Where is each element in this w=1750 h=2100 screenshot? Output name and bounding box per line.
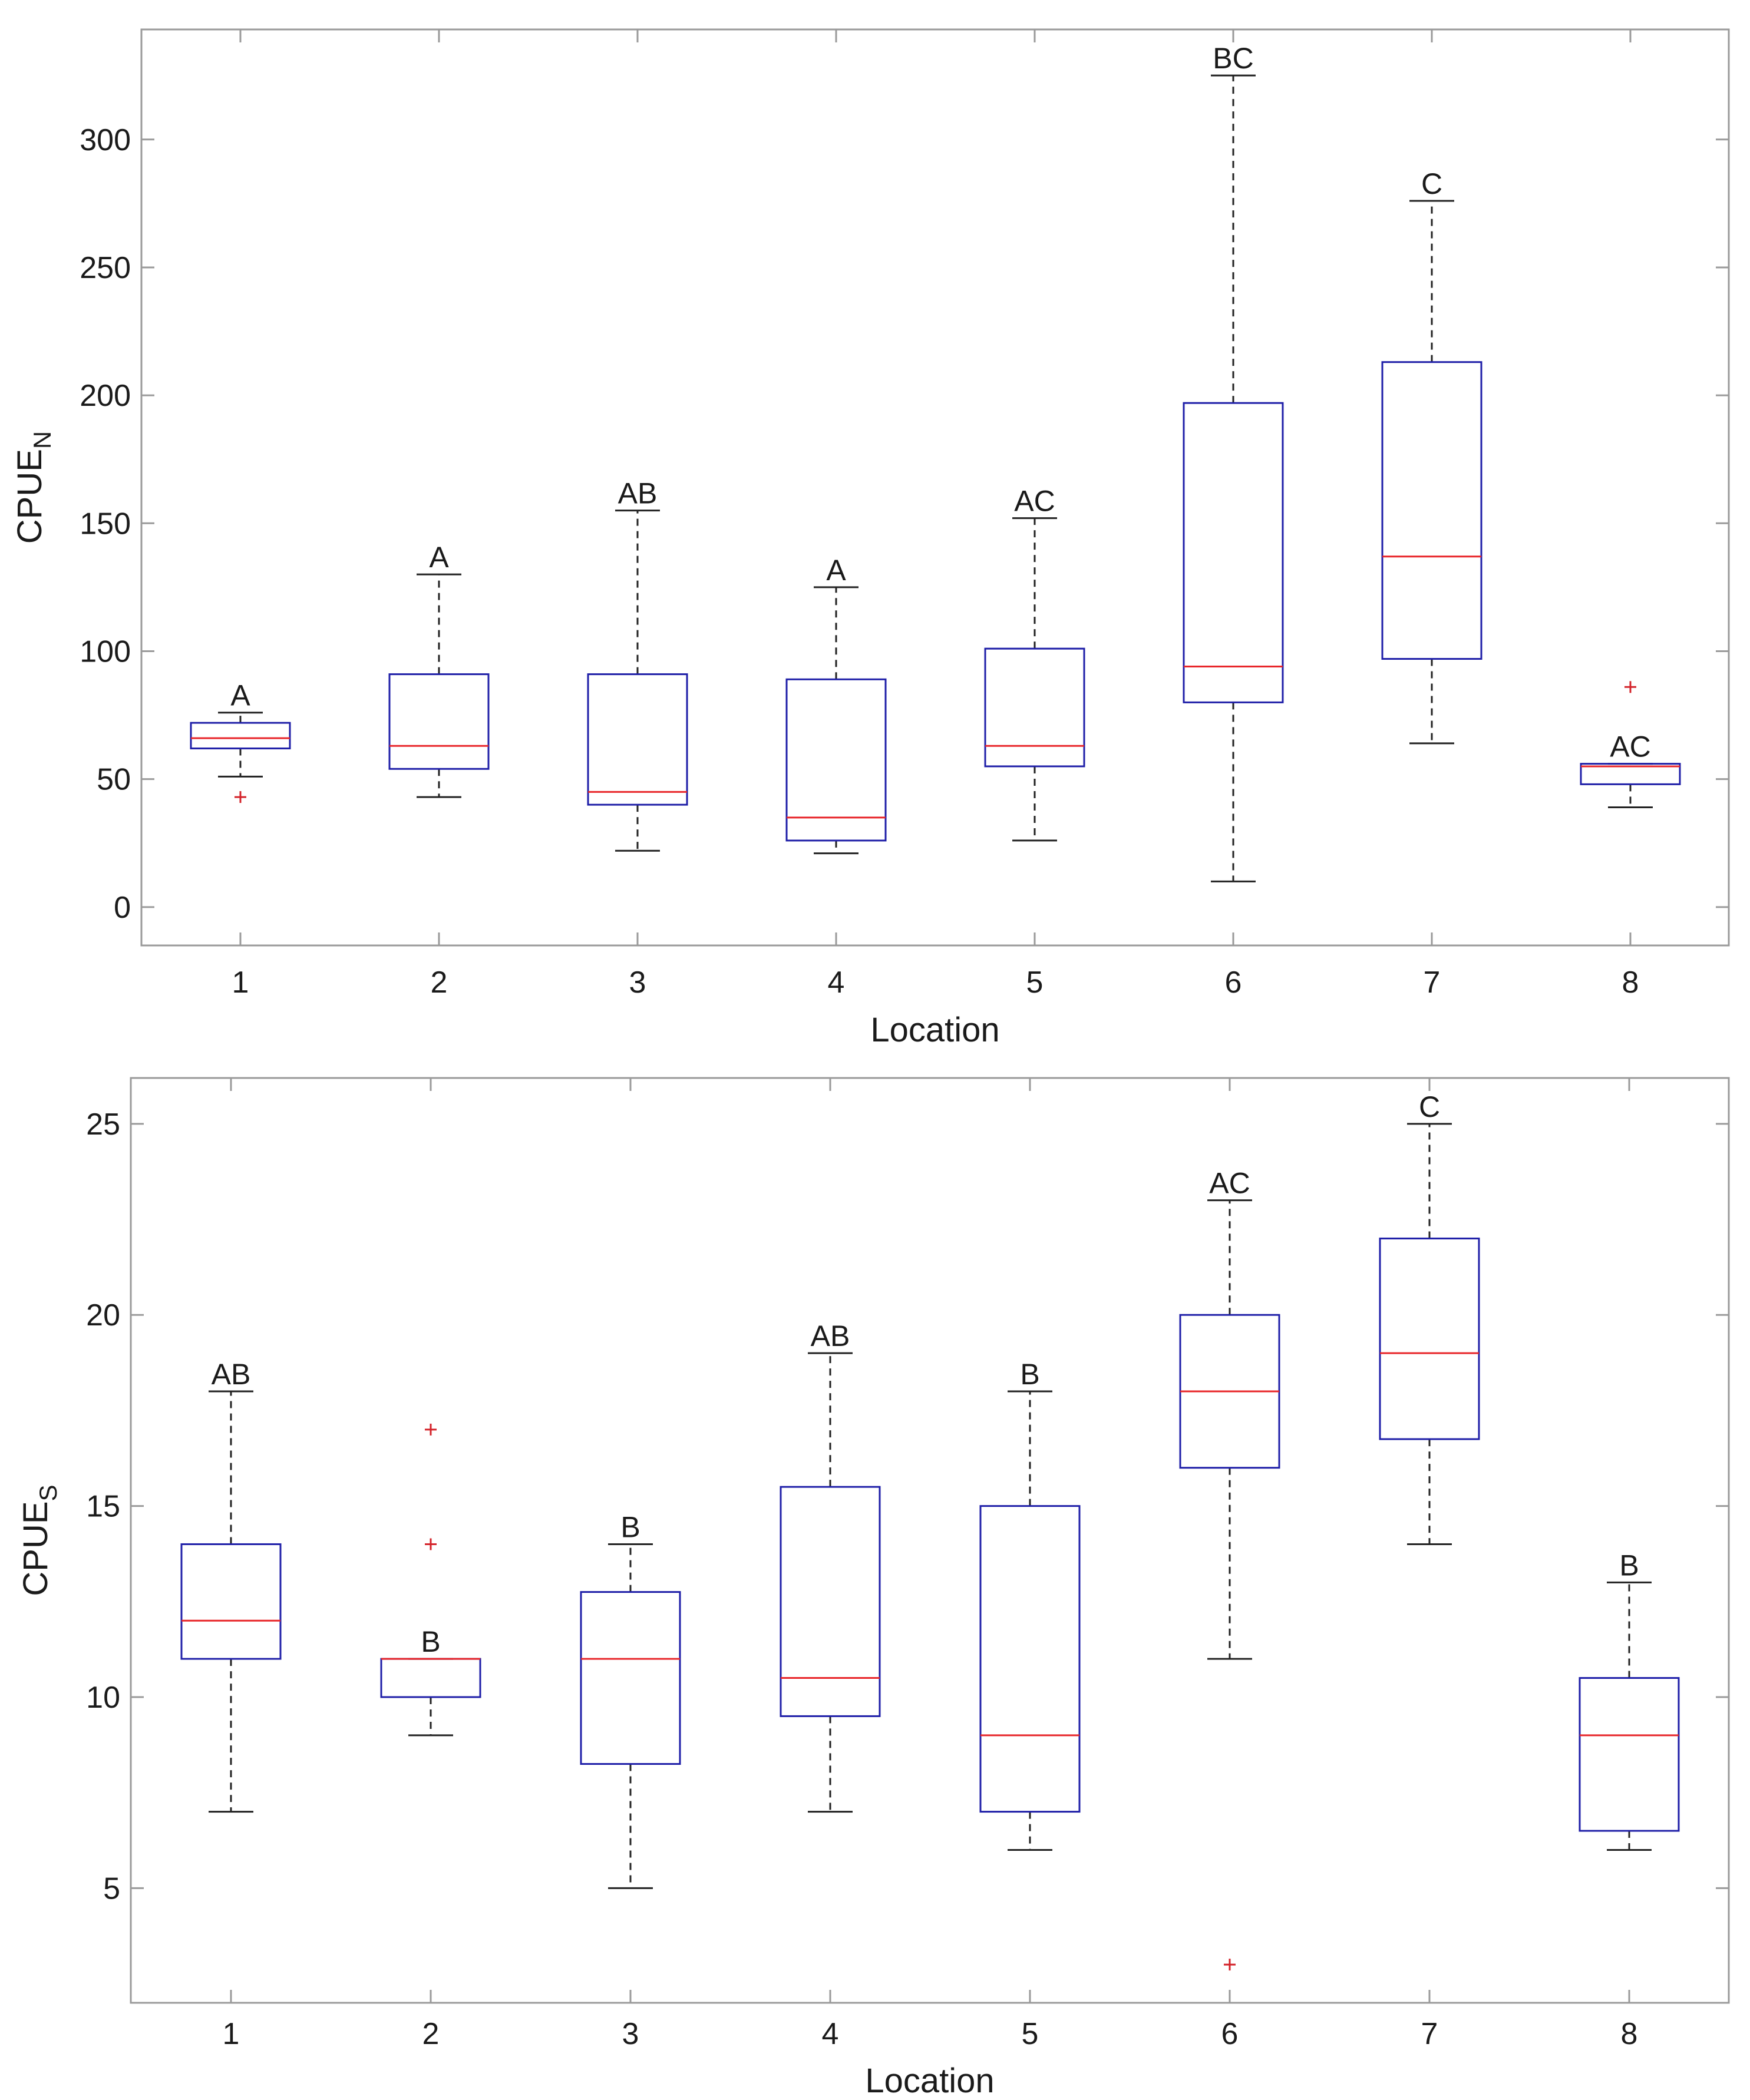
outlier-marker <box>1624 681 1636 693</box>
x-tick-label: 3 <box>629 965 646 1000</box>
y-tick-label: 20 <box>86 1298 120 1332</box>
y-tick-label: 15 <box>86 1490 120 1524</box>
box-location-6: AC <box>1179 1167 1280 1971</box>
iqr-box <box>580 1591 681 1765</box>
iqr-box <box>1381 361 1482 660</box>
significance-letter: C <box>1419 1090 1440 1123</box>
x-tick-label: 7 <box>1424 965 1441 1000</box>
iqr-box <box>380 1658 481 1698</box>
significance-letter: B <box>620 1510 640 1543</box>
box-location-5: AC <box>984 485 1085 842</box>
x-tick-label: 3 <box>622 2017 639 2051</box>
x-tick-label: 1 <box>232 965 249 1000</box>
significance-letter: B <box>1619 1549 1639 1582</box>
box-location-8: B <box>1579 1549 1680 1851</box>
y-tick-label: 200 <box>80 379 131 413</box>
significance-letter: AC <box>1610 730 1650 763</box>
box-location-6: BC <box>1183 42 1284 882</box>
significance-letter: AB <box>212 1358 251 1391</box>
x-axis-title: Location <box>870 1011 999 1049</box>
x-axis-title: Location <box>865 2062 994 2100</box>
y-axis-title-subscript: N <box>28 431 56 449</box>
iqr-box <box>780 1486 881 1717</box>
x-tick-label: 5 <box>1026 965 1044 1000</box>
iqr-box <box>190 722 291 750</box>
axes-frame <box>140 28 1730 947</box>
box-location-3: AB <box>587 477 688 852</box>
y-tick-label: 300 <box>80 123 131 157</box>
x-tick-label: 4 <box>828 965 845 1000</box>
y-tick-label: 50 <box>97 763 131 797</box>
y-tick-label: 0 <box>114 891 131 925</box>
outlier-marker <box>425 1538 437 1550</box>
significance-letter: BC <box>1213 42 1253 75</box>
significance-letter: AB <box>618 477 658 510</box>
y-axis-title: CPUEN <box>11 431 56 544</box>
y-tick-label: 150 <box>80 507 131 541</box>
box-location-8: AC <box>1580 681 1681 808</box>
box-location-1: AB <box>180 1358 282 1813</box>
box-location-2: B <box>380 1423 481 1737</box>
x-tick-label: 6 <box>1225 965 1242 1000</box>
box-location-5: B <box>979 1358 1081 1851</box>
box-location-4: AB <box>780 1319 881 1813</box>
outlier-marker <box>235 791 246 803</box>
x-tick-label: 2 <box>431 965 448 1000</box>
axes-frame <box>130 1077 1730 2004</box>
y-axis-title-main: CPUE <box>16 1501 55 1596</box>
y-tick-label: 5 <box>103 1871 120 1906</box>
significance-letter: AC <box>1014 485 1055 518</box>
iqr-box <box>388 673 490 770</box>
y-tick-label: 10 <box>86 1681 120 1715</box>
iqr-box <box>1379 1237 1480 1440</box>
iqr-box <box>984 647 1085 768</box>
x-tick-label: 8 <box>1621 2017 1638 2051</box>
x-tick-label: 2 <box>422 2017 440 2051</box>
x-tick-label: 6 <box>1221 2017 1239 2051</box>
iqr-box <box>1580 763 1681 785</box>
outlier-marker <box>425 1423 437 1436</box>
significance-letter: AB <box>811 1319 850 1352</box>
y-axis-title-subscript: S <box>34 1484 62 1501</box>
significance-letter: A <box>429 541 449 574</box>
box-location-1: A <box>190 679 291 803</box>
significance-letter: B <box>1020 1358 1039 1391</box>
iqr-box <box>180 1543 282 1660</box>
x-tick-label: 7 <box>1421 2017 1438 2051</box>
x-tick-label: 8 <box>1622 965 1639 1000</box>
significance-letter: A <box>230 679 250 712</box>
y-tick-label: 25 <box>86 1107 120 1142</box>
y-tick-label: 100 <box>80 634 131 669</box>
y-tick-label: 250 <box>80 251 131 285</box>
box-location-7: C <box>1379 1090 1480 1545</box>
box-location-3: B <box>580 1510 681 1889</box>
outlier-marker <box>1224 1959 1236 1971</box>
significance-letter: C <box>1421 167 1442 200</box>
box-location-4: A <box>785 554 887 855</box>
iqr-box <box>785 678 887 842</box>
significance-letter: AC <box>1209 1167 1250 1200</box>
box-location-2: A <box>388 541 490 798</box>
iqr-box <box>979 1505 1081 1813</box>
y-axis-title: CPUES <box>16 1484 62 1596</box>
x-tick-label: 4 <box>822 2017 839 2051</box>
y-axis-title-main: CPUE <box>11 449 49 544</box>
x-tick-label: 1 <box>223 2017 240 2051</box>
iqr-box <box>1183 402 1284 703</box>
box-location-7: C <box>1381 167 1482 745</box>
iqr-box <box>587 673 688 806</box>
x-tick-label: 5 <box>1022 2017 1039 2051</box>
cpue-n-panel: 0 50 100 150 200 250 300 1 2 3 4 5 6 7 8 Location CPUEN A… <box>11 28 1730 1049</box>
significance-letter: B <box>421 1625 440 1658</box>
cpue-s-panel: 5 10 15 20 25 1 2 3 4 5 6 7 8 Location CPUES AB B B AB B AC C… <box>16 1077 1730 2100</box>
iqr-box <box>1579 1677 1680 1832</box>
significance-letter: A <box>826 554 846 587</box>
